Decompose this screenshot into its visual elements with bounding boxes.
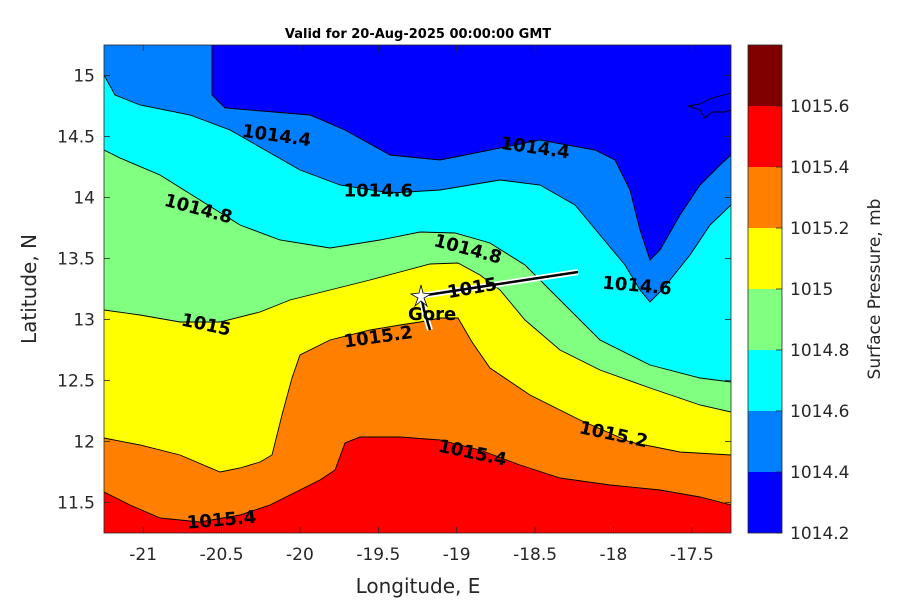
colorbar-swatch [748, 411, 782, 472]
x-tick-label: -18.5 [513, 545, 557, 565]
ship-label: Gore [408, 304, 456, 325]
colorbar: 1014.2 1014.4 1014.6 1014.8 1015 1015.2 1015.4… [747, 44, 849, 544]
y-tick-label: 15 [73, 67, 95, 87]
y-axis: 11.5 12 12.5 13 13.5 14 14.5 15 [57, 67, 731, 514]
colorbar-swatch [748, 167, 782, 228]
colorbar-tick-label: 1015.2 [790, 219, 849, 239]
colorbar-tick-label: 1014.8 [790, 341, 849, 361]
y-tick-label: 13.5 [57, 250, 95, 270]
contour-lines [104, 45, 731, 523]
y-tick-label: 14.5 [57, 128, 95, 148]
colorbar-swatch [748, 289, 782, 350]
band-1015-4 [104, 437, 731, 533]
x-tick-label: -20 [286, 545, 314, 565]
x-tick-label: -19.5 [356, 545, 400, 565]
y-tick-label: 14 [73, 189, 95, 209]
colorbar-swatch [748, 350, 782, 411]
x-axis: -21 -20.5 -20 -19.5 -19 -18.5 -18 -17.5 [129, 45, 714, 565]
colorbar-tick-label: 1014.4 [790, 463, 849, 483]
colorbar-tick-label: 1015 [790, 280, 833, 300]
y-tick-label: 12 [73, 433, 95, 453]
x-tick-label: -20.5 [200, 545, 244, 565]
colorbar-swatch [748, 472, 782, 533]
x-tick-label: -21 [129, 545, 157, 565]
ship-track [409, 269, 579, 331]
x-axis-label: Longitude, E [356, 574, 481, 598]
ship-star-marker [409, 284, 433, 308]
colorbar-tick-label: 1015.6 [790, 97, 849, 117]
contour-label: 1014.6 [344, 180, 413, 201]
plot-frame [103, 44, 732, 534]
colorbar-swatch [748, 106, 782, 167]
colorbar-swatch [748, 45, 782, 106]
colorbar-tick-label: 1014.6 [790, 402, 849, 422]
band-1015-2 [104, 318, 731, 533]
colorbar-swatch [748, 228, 782, 289]
y-tick-label: 12.5 [57, 372, 95, 392]
x-tick-label: -18 [600, 545, 628, 565]
y-axis-label: Latitude, N [17, 234, 41, 344]
y-tick-label: 11.5 [57, 494, 95, 514]
y-tick-label: 13 [73, 311, 95, 331]
colorbar-tick-label: 1014.2 [790, 524, 849, 544]
colorbar-tick-label: 1015.4 [790, 158, 849, 178]
x-tick-label: -19 [443, 545, 471, 565]
colorbar-label: Surface Pressure, mb [865, 199, 885, 380]
plot-area: Gore 1014.4 1014.41014.61014.61014.81014.… [104, 45, 731, 533]
x-tick-label: -17.5 [670, 545, 714, 565]
chart-title: Valid for 20-Aug-2025 00:00:00 GMT [285, 27, 551, 42]
